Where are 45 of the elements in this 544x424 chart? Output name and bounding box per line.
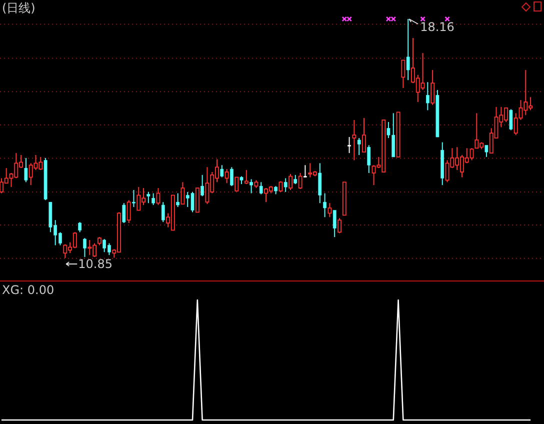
candlestick xyxy=(328,202,332,218)
candlestick xyxy=(234,176,239,192)
candlestick xyxy=(200,174,204,197)
candlestick xyxy=(24,157,28,183)
candlestick xyxy=(304,164,307,178)
annotation: 18.16 xyxy=(420,20,454,34)
candlestick xyxy=(406,18,410,81)
candlestick xyxy=(298,172,302,190)
candlestick xyxy=(180,182,185,205)
candlestick xyxy=(152,192,155,206)
candlestick xyxy=(284,178,288,192)
candlestick xyxy=(288,173,292,190)
candlestick xyxy=(132,189,136,208)
candlestick xyxy=(250,178,253,194)
candlestick xyxy=(362,118,366,153)
chart-title: XG: 0.00 xyxy=(2,283,54,297)
candlestick xyxy=(278,180,283,192)
candlestick xyxy=(224,168,229,184)
candlestick xyxy=(220,164,224,178)
candlestick xyxy=(352,120,356,161)
chart-title: (日线) xyxy=(2,1,36,15)
candlestick xyxy=(484,144,488,158)
candlestick xyxy=(83,238,86,258)
candlestick xyxy=(294,174,298,185)
candlestick xyxy=(318,162,322,204)
candlestick xyxy=(230,166,234,187)
annotation: 10.85 xyxy=(78,257,112,271)
candlestick xyxy=(332,210,336,238)
candlestick xyxy=(338,218,342,234)
candlestick xyxy=(146,191,150,204)
candlestick xyxy=(430,70,435,106)
candlestick xyxy=(357,138,361,156)
candlestick xyxy=(244,170,248,185)
candlestick xyxy=(367,144,371,174)
candlestick xyxy=(176,192,180,208)
candlestick xyxy=(348,136,351,154)
candlestick xyxy=(509,108,513,131)
candlestick xyxy=(323,192,326,218)
candlestick xyxy=(259,182,263,195)
candlestick xyxy=(161,202,165,223)
candlestick xyxy=(78,222,82,233)
candlestick xyxy=(126,200,131,224)
candlestick xyxy=(122,202,126,224)
candlestick xyxy=(401,60,406,88)
candlestick xyxy=(426,82,430,111)
